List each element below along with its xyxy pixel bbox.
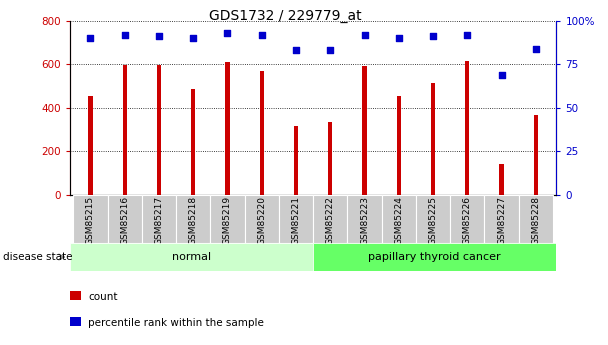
Bar bbox=[176, 195, 210, 243]
Bar bbox=[260, 71, 264, 195]
Point bbox=[463, 32, 472, 37]
Text: GSM85216: GSM85216 bbox=[120, 196, 130, 246]
Bar bbox=[226, 62, 230, 195]
Bar bbox=[210, 195, 244, 243]
Point bbox=[188, 36, 198, 41]
Point bbox=[428, 33, 438, 39]
Bar bbox=[244, 195, 279, 243]
Text: GSM85217: GSM85217 bbox=[154, 196, 164, 246]
Point bbox=[497, 72, 506, 78]
Bar bbox=[382, 195, 416, 243]
Text: GSM85225: GSM85225 bbox=[429, 196, 438, 245]
Text: GSM85221: GSM85221 bbox=[291, 196, 300, 245]
Point bbox=[86, 36, 95, 41]
Point bbox=[120, 32, 130, 37]
Point bbox=[154, 33, 164, 39]
Bar bbox=[108, 195, 142, 243]
Text: GSM85219: GSM85219 bbox=[223, 196, 232, 246]
Text: count: count bbox=[88, 292, 118, 302]
Bar bbox=[88, 96, 92, 195]
Text: GSM85220: GSM85220 bbox=[257, 196, 266, 245]
Text: GSM85223: GSM85223 bbox=[360, 196, 369, 245]
Bar bbox=[465, 61, 469, 195]
Bar bbox=[519, 195, 553, 243]
Bar bbox=[294, 126, 298, 195]
Text: GSM85222: GSM85222 bbox=[326, 196, 335, 245]
Point bbox=[360, 32, 370, 37]
Bar bbox=[450, 195, 485, 243]
Bar bbox=[416, 195, 450, 243]
Text: normal: normal bbox=[172, 252, 211, 262]
Text: GSM85224: GSM85224 bbox=[394, 196, 403, 245]
Bar bbox=[74, 195, 108, 243]
Bar bbox=[313, 195, 347, 243]
Text: GDS1732 / 229779_at: GDS1732 / 229779_at bbox=[209, 9, 362, 23]
Text: GSM85228: GSM85228 bbox=[531, 196, 541, 245]
Bar bbox=[328, 122, 333, 195]
Bar bbox=[485, 195, 519, 243]
Point bbox=[257, 32, 266, 37]
Point bbox=[531, 46, 541, 51]
Bar bbox=[142, 195, 176, 243]
Text: percentile rank within the sample: percentile rank within the sample bbox=[88, 318, 264, 328]
Bar bbox=[534, 116, 538, 195]
Text: papillary thyroid cancer: papillary thyroid cancer bbox=[368, 252, 501, 262]
Bar bbox=[70, 317, 81, 326]
Bar bbox=[157, 65, 161, 195]
Text: disease state: disease state bbox=[3, 252, 72, 262]
Point bbox=[394, 36, 404, 41]
Bar bbox=[123, 65, 127, 195]
Bar bbox=[396, 96, 401, 195]
Bar bbox=[499, 165, 503, 195]
Bar bbox=[347, 195, 382, 243]
Bar bbox=[191, 89, 195, 195]
Point bbox=[325, 48, 335, 53]
Bar bbox=[70, 292, 81, 300]
Point bbox=[223, 30, 232, 36]
Bar bbox=[279, 195, 313, 243]
Bar bbox=[70, 243, 313, 271]
Bar bbox=[313, 243, 556, 271]
Text: GSM85226: GSM85226 bbox=[463, 196, 472, 245]
Text: GSM85215: GSM85215 bbox=[86, 196, 95, 246]
Bar bbox=[362, 67, 367, 195]
Point bbox=[291, 48, 301, 53]
Bar bbox=[431, 83, 435, 195]
Text: GSM85218: GSM85218 bbox=[188, 196, 198, 246]
Text: GSM85227: GSM85227 bbox=[497, 196, 506, 245]
